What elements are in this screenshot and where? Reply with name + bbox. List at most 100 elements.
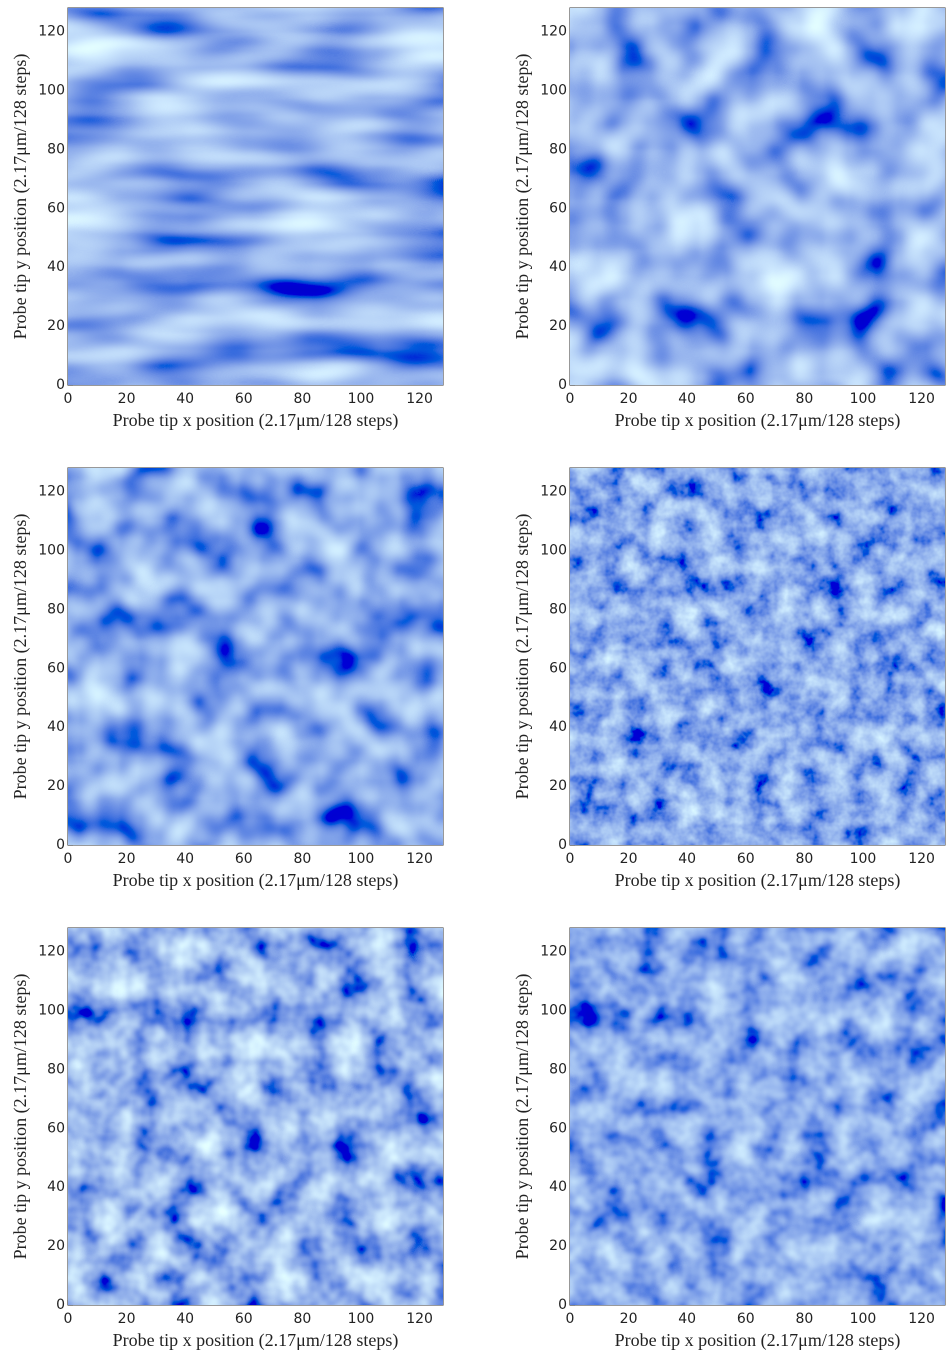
y-tick-label: 0	[56, 837, 65, 853]
y-tick-label: 100	[540, 542, 567, 558]
x-tick-label: 40	[678, 1311, 696, 1327]
x-tick-label: 60	[737, 851, 755, 867]
y-tick-label: 100	[38, 82, 65, 98]
y-tick-label: 100	[38, 542, 65, 558]
x-tick-label: 120	[406, 851, 433, 867]
x-tick-label: 40	[678, 851, 696, 867]
x-tick-label: 60	[235, 1311, 253, 1327]
y-tick-label: 40	[47, 1179, 65, 1195]
x-tick-label: 120	[908, 851, 935, 867]
heatmap-image	[68, 928, 443, 1305]
x-tick-label: 0	[64, 1311, 73, 1327]
y-axis-label: Probe tip y position (2.17μm/128 steps)	[512, 514, 533, 800]
x-tick-label: 60	[235, 851, 253, 867]
x-tick-label: 60	[235, 391, 253, 407]
y-tick-label: 20	[47, 778, 65, 794]
y-tick-label: 20	[549, 778, 567, 794]
y-tick-label: 0	[558, 837, 567, 853]
y-tick-label: 120	[38, 484, 65, 500]
y-axis-label: Probe tip y position (2.17μm/128 steps)	[10, 514, 31, 800]
x-tick-label: 100	[850, 1311, 877, 1327]
y-tick-label: 80	[47, 601, 65, 617]
y-tick-label: 100	[38, 1002, 65, 1018]
x-tick-label: 0	[566, 1311, 575, 1327]
x-tick-label: 100	[348, 1311, 375, 1327]
heatmap-image	[570, 928, 945, 1305]
x-tick-label: 100	[348, 851, 375, 867]
x-tick-label: 80	[795, 1311, 813, 1327]
y-tick-label: 40	[47, 259, 65, 275]
x-tick-label: 80	[293, 851, 311, 867]
x-tick-label: 40	[176, 1311, 194, 1327]
x-tick-label: 40	[176, 851, 194, 867]
y-tick-label: 40	[47, 719, 65, 735]
y-tick-label: 0	[56, 1297, 65, 1313]
x-tick-label: 100	[850, 851, 877, 867]
y-tick-label: 20	[549, 318, 567, 334]
y-tick-label: 60	[47, 200, 65, 216]
panel: 0 20 40 60 80 100 120 0 20 40 60 80 100 120 Probe tip …	[10, 7, 444, 431]
y-tick-label: 60	[549, 1120, 567, 1136]
x-tick-label: 60	[737, 1311, 755, 1327]
y-tick-label: 80	[549, 141, 567, 157]
y-axis-label: Probe tip y position (2.17μm/128 steps)	[512, 54, 533, 340]
x-tick-label: 80	[795, 851, 813, 867]
x-tick-label: 0	[64, 851, 73, 867]
y-tick-label: 120	[540, 484, 567, 500]
y-tick-label: 80	[549, 1061, 567, 1077]
x-tick-label: 20	[620, 1311, 638, 1327]
panel: 0 20 40 60 80 100 120 0 20 40 60 80 100 120 Probe tip …	[10, 467, 444, 891]
x-tick-label: 0	[64, 391, 73, 407]
x-tick-label: 0	[566, 851, 575, 867]
y-tick-label: 120	[38, 24, 65, 40]
x-axis-label: Probe tip x position (2.17μm/128 steps)	[615, 870, 901, 891]
y-tick-label: 100	[540, 1002, 567, 1018]
x-tick-label: 20	[118, 391, 136, 407]
x-axis-label: Probe tip x position (2.17μm/128 steps)	[113, 870, 399, 891]
y-tick-label: 120	[38, 944, 65, 960]
y-tick-label: 0	[56, 377, 65, 393]
x-tick-label: 100	[348, 391, 375, 407]
y-tick-label: 0	[558, 1297, 567, 1313]
y-tick-label: 120	[540, 944, 567, 960]
y-tick-label: 100	[540, 82, 567, 98]
y-tick-label: 60	[47, 1120, 65, 1136]
x-axis-label: Probe tip x position (2.17μm/128 steps)	[615, 1330, 901, 1351]
y-tick-label: 40	[549, 1179, 567, 1195]
x-tick-label: 120	[406, 1311, 433, 1327]
y-tick-label: 40	[549, 719, 567, 735]
y-tick-label: 20	[47, 318, 65, 334]
x-tick-label: 20	[118, 851, 136, 867]
x-tick-label: 20	[620, 851, 638, 867]
x-tick-label: 0	[566, 391, 575, 407]
y-tick-label: 80	[47, 141, 65, 157]
y-tick-label: 80	[549, 601, 567, 617]
heatmap-image	[68, 8, 443, 385]
y-tick-label: 60	[549, 660, 567, 676]
y-axis-label: Probe tip y position (2.17μm/128 steps)	[512, 974, 533, 1260]
heatmap-image	[570, 8, 945, 385]
x-tick-label: 60	[737, 391, 755, 407]
y-axis-label: Probe tip y position (2.17μm/128 steps)	[10, 54, 31, 340]
x-tick-label: 40	[678, 391, 696, 407]
y-tick-label: 0	[558, 377, 567, 393]
x-tick-label: 120	[908, 1311, 935, 1327]
y-tick-label: 20	[549, 1238, 567, 1254]
y-tick-label: 40	[549, 259, 567, 275]
x-tick-label: 120	[908, 391, 935, 407]
y-axis-label: Probe tip y position (2.17μm/128 steps)	[10, 974, 31, 1260]
heatmap-image	[570, 468, 945, 845]
x-tick-label: 80	[293, 391, 311, 407]
x-axis-label: Probe tip x position (2.17μm/128 steps)	[113, 1330, 399, 1351]
y-tick-label: 60	[549, 200, 567, 216]
heatmap-image	[68, 468, 443, 845]
y-tick-label: 80	[47, 1061, 65, 1077]
x-tick-label: 80	[795, 391, 813, 407]
x-axis-label: Probe tip x position (2.17μm/128 steps)	[615, 410, 901, 431]
x-tick-label: 20	[620, 391, 638, 407]
y-tick-label: 120	[540, 24, 567, 40]
x-tick-label: 40	[176, 391, 194, 407]
x-tick-label: 120	[406, 391, 433, 407]
